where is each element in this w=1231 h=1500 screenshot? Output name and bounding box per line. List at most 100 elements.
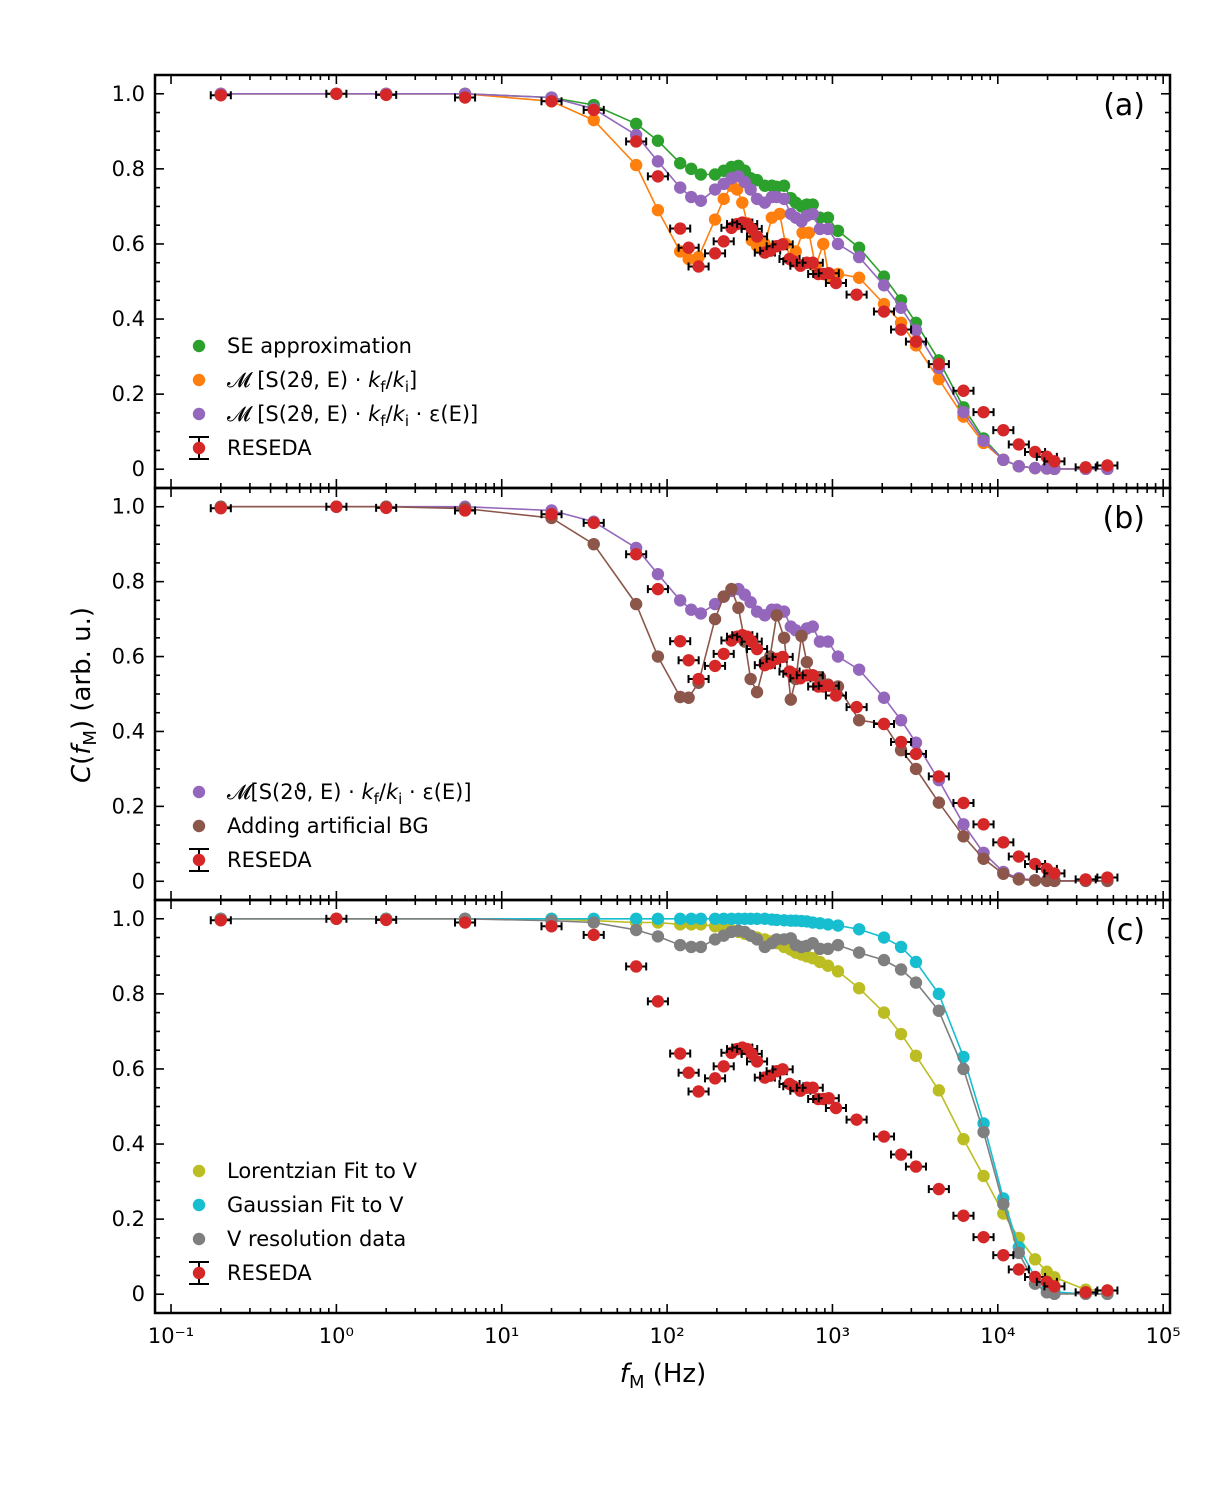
legend-marker bbox=[192, 407, 206, 421]
legend-marker bbox=[192, 853, 206, 867]
data-point bbox=[831, 650, 845, 663]
data-point bbox=[1028, 1253, 1042, 1266]
reseda-point bbox=[651, 995, 665, 1008]
data-point bbox=[877, 953, 891, 967]
y-tick-label: 0.4 bbox=[112, 307, 145, 331]
reseda-point bbox=[909, 747, 923, 761]
data-point bbox=[692, 250, 705, 264]
data-point bbox=[852, 946, 866, 959]
reseda-point bbox=[458, 504, 472, 517]
panel-label: (a) bbox=[1103, 88, 1145, 123]
data-point bbox=[682, 691, 695, 704]
data-point bbox=[852, 663, 866, 676]
data-point bbox=[997, 453, 1010, 467]
x-tick-label: 10⁰ bbox=[319, 1324, 354, 1348]
legend-label: V resolution data bbox=[227, 1227, 406, 1251]
data-point bbox=[932, 796, 946, 809]
data-point bbox=[852, 982, 866, 995]
data-point bbox=[744, 183, 757, 196]
reseda-point bbox=[909, 1160, 923, 1173]
data-point bbox=[977, 434, 990, 447]
reseda-point bbox=[997, 1248, 1010, 1262]
reseda-point bbox=[776, 650, 789, 664]
data-point bbox=[629, 923, 643, 937]
reseda-point bbox=[806, 669, 819, 682]
data-point bbox=[732, 601, 745, 615]
data-point bbox=[708, 597, 722, 611]
reseda-point bbox=[214, 914, 228, 927]
data-point bbox=[932, 372, 946, 386]
data-point bbox=[909, 976, 923, 989]
reseda-point bbox=[957, 384, 970, 397]
reseda-point bbox=[692, 260, 705, 273]
data-point bbox=[708, 912, 722, 925]
reseda-point bbox=[997, 836, 1010, 849]
data-point bbox=[821, 222, 835, 236]
reseda-point bbox=[545, 920, 558, 933]
reseda-point bbox=[750, 1055, 764, 1068]
reseda-point bbox=[1079, 873, 1092, 886]
data-point bbox=[725, 582, 738, 596]
y-tick-label: 0.4 bbox=[112, 1132, 145, 1156]
reseda-point bbox=[1101, 1284, 1114, 1297]
reseda-point bbox=[587, 516, 600, 530]
x-tick-label: 10⁻¹ bbox=[148, 1324, 194, 1348]
data-point bbox=[694, 912, 708, 925]
data-point bbox=[744, 672, 757, 686]
data-point bbox=[831, 224, 845, 238]
reseda-point bbox=[379, 913, 393, 927]
data-point bbox=[821, 211, 835, 224]
reseda-point bbox=[717, 1060, 730, 1073]
data-point bbox=[651, 203, 665, 217]
legend-label: 𝓜 [S(2ϑ, E) · kf/ki · ε(E)] bbox=[227, 402, 478, 430]
data-point bbox=[1012, 873, 1026, 886]
legend-marker bbox=[192, 373, 206, 387]
data-point bbox=[694, 607, 708, 620]
panel-b: 0 0.2 0.4 0.6 0.8 1.0 (b) 𝓜[S(2ϑ, E) · kf/ki · … bbox=[112, 486, 1172, 902]
panel-label: (c) bbox=[1105, 913, 1145, 948]
data-point bbox=[852, 714, 866, 727]
data-point bbox=[708, 213, 722, 226]
data-point bbox=[1012, 1246, 1026, 1260]
x-tick-label: 10⁴ bbox=[980, 1324, 1015, 1348]
reseda-point bbox=[776, 238, 789, 251]
reseda-point bbox=[330, 912, 343, 925]
data-point bbox=[773, 207, 786, 221]
data-point bbox=[852, 923, 866, 936]
y-tick-label: 0 bbox=[132, 1282, 145, 1306]
data-point bbox=[685, 162, 698, 176]
data-point bbox=[1028, 461, 1042, 475]
data-point bbox=[694, 194, 708, 207]
reseda-point bbox=[850, 288, 863, 301]
reseda-point bbox=[750, 642, 764, 656]
data-point bbox=[806, 207, 819, 221]
reseda-point bbox=[909, 335, 923, 348]
data-point bbox=[997, 867, 1010, 880]
reseda-point bbox=[829, 1101, 843, 1115]
data-point bbox=[821, 959, 835, 972]
data-point bbox=[932, 1084, 946, 1097]
data-point bbox=[831, 919, 845, 932]
data-point bbox=[673, 938, 687, 952]
panel-label: (b) bbox=[1103, 501, 1145, 536]
data-point bbox=[957, 818, 970, 831]
reseda-point bbox=[1079, 1286, 1092, 1299]
reseda-point bbox=[651, 170, 665, 183]
data-point bbox=[717, 192, 730, 206]
data-point bbox=[717, 590, 730, 603]
data-point bbox=[777, 631, 791, 645]
reseda-point bbox=[1028, 1270, 1042, 1284]
reseda-point bbox=[1028, 857, 1042, 871]
data-point bbox=[894, 963, 908, 976]
legend-marker bbox=[192, 785, 206, 799]
reseda-point bbox=[587, 103, 600, 117]
data-point bbox=[629, 597, 643, 611]
data-point bbox=[651, 567, 665, 581]
data-point bbox=[651, 912, 665, 925]
data-point bbox=[750, 685, 764, 699]
y-tick-label: 0.8 bbox=[112, 982, 145, 1006]
reseda-point bbox=[806, 1081, 819, 1094]
reseda-point bbox=[1048, 867, 1061, 880]
data-point bbox=[877, 279, 891, 292]
reseda-point bbox=[1048, 455, 1061, 468]
